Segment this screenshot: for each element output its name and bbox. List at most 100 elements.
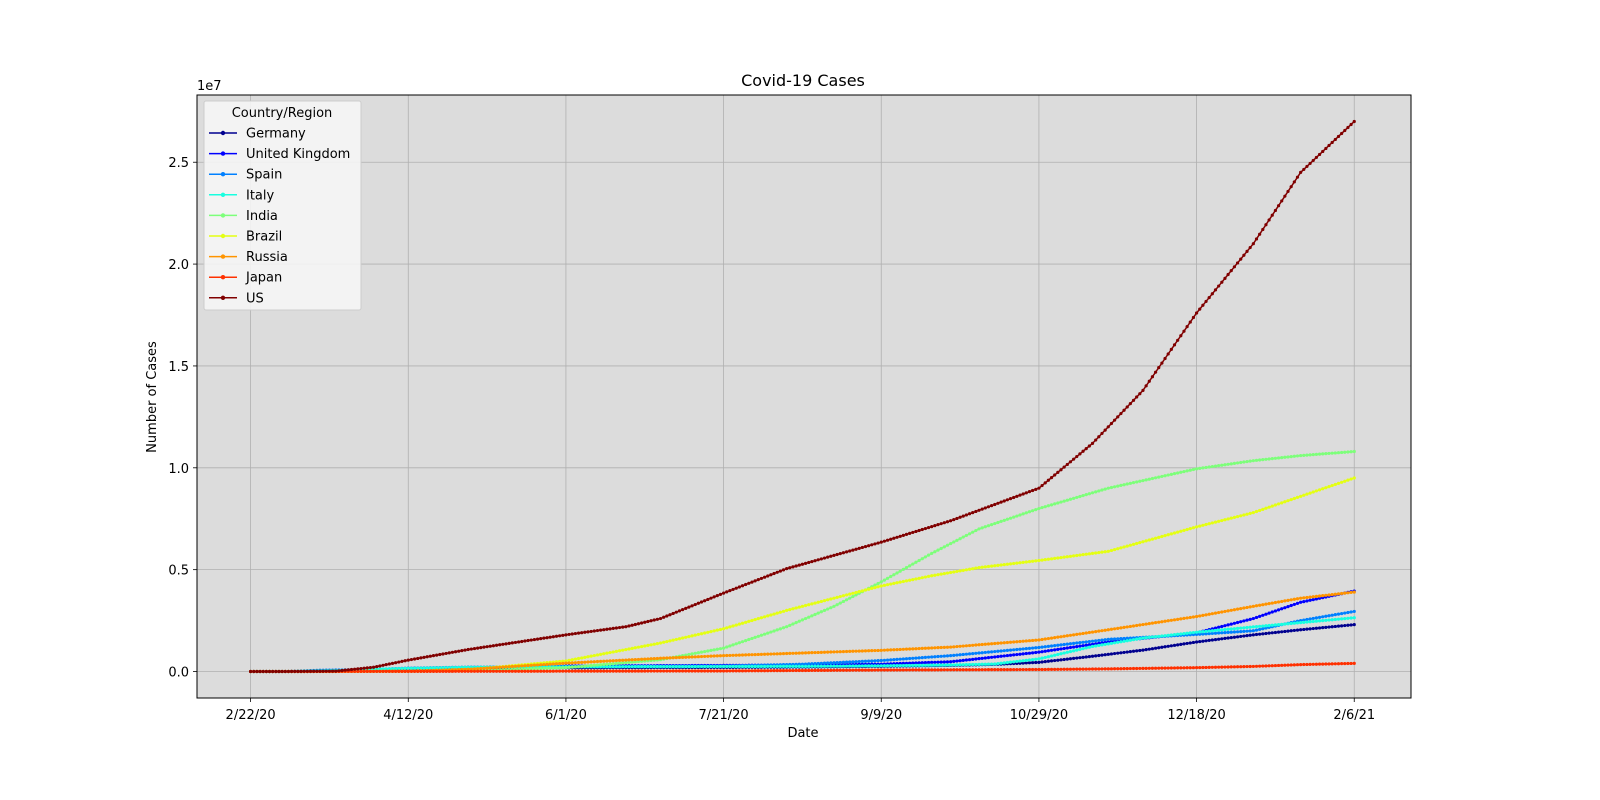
data-point-italy [797,664,801,668]
data-point-germany [1131,649,1136,653]
data-point-japan [939,668,943,672]
data-point-india [838,601,842,605]
data-point-united-kingdom [1015,652,1019,657]
data-point-japan [532,669,537,673]
data-point-italy [630,665,634,669]
data-point-us [592,629,596,633]
data-point-spain [1027,646,1032,650]
data-point-italy [633,665,637,669]
data-point-us [725,590,729,594]
data-point-japan [1248,664,1252,669]
data-point-russia [794,651,798,655]
data-point-us [658,616,663,621]
data-point-us [1242,253,1246,257]
data-point-germany [1031,661,1035,665]
data-point-spain [1008,648,1013,652]
data-point-japan [1336,662,1341,666]
data-point-italy [671,665,675,669]
data-point-japan [422,669,426,673]
data-point-india [901,567,905,572]
data-point-brazil [693,633,697,637]
data-point-italy [608,665,612,669]
data-point-us [624,625,628,629]
plot-frame [196,94,1412,699]
data-point-italy [747,664,751,669]
data-point-italy [649,665,653,669]
data-point-us [504,642,508,646]
data-point-us [1349,122,1353,127]
data-point-us [1068,460,1073,464]
data-point-russia [1185,616,1189,620]
data-point-russia [870,649,874,653]
data-point-us [435,653,439,657]
data-point-japan [885,668,890,672]
data-point-brazil [1005,562,1009,566]
data-point-india [1157,475,1161,479]
data-point-us [1097,435,1101,439]
data-point-italy [1135,637,1139,641]
data-point-japan [674,669,678,673]
data-point-russia [630,658,634,662]
legend-label: Germany [246,127,306,142]
y-tick-label: 0.5 [168,564,189,579]
data-point-us [1018,493,1022,497]
data-point-us [933,524,937,528]
data-point-us [889,537,893,541]
data-point-italy [1261,624,1265,628]
data-point-japan [371,669,376,674]
series-us [249,119,1356,674]
data-point-brazil [586,655,590,659]
data-point-us [945,520,950,524]
data-point-brazil [753,617,757,622]
data-point-us [1314,155,1318,160]
data-point-japan [627,669,631,673]
data-point-brazil [1065,555,1069,559]
data-point-us [627,624,631,628]
data-point-germany [1330,625,1334,629]
data-point-germany [1324,625,1328,629]
data-point-brazil [681,636,685,640]
data-point-russia [1283,599,1287,603]
data-point-us [1324,146,1328,151]
data-point-united-kingdom [1314,597,1318,601]
data-point-japan [1094,667,1098,671]
data-point-brazil [990,564,994,568]
data-point-russia [1305,595,1309,600]
data-point-italy [1292,621,1296,625]
legend-entry-brazil: Brazil [209,230,282,245]
data-point-us [1302,167,1306,172]
data-point-japan [526,669,530,673]
data-point-italy [435,666,439,670]
y-axis-label: Number of Cases [145,341,160,453]
data-point-us [290,669,294,673]
data-point-india [810,614,814,618]
data-point-india [1264,457,1268,461]
data-point-italy [1087,645,1091,649]
data-point-russia [775,652,779,656]
data-point-japan [1314,662,1318,666]
data-point-us [394,661,398,665]
data-point-india [1049,503,1054,507]
data-point-india [1037,506,1041,511]
data-point-japan [841,668,846,672]
data-point-us [1273,208,1278,213]
data-point-brazil [583,655,587,659]
data-point-india [785,625,789,629]
data-point-italy [441,666,445,670]
data-point-india [1273,456,1278,460]
data-point-india [1201,466,1205,470]
data-point-japan [794,668,798,673]
data-point-india [930,551,934,555]
data-point-us [479,646,483,650]
data-point-japan [1169,666,1173,670]
data-point-russia [476,667,480,671]
data-point-germany [1258,632,1262,636]
data-point-us [580,631,584,635]
data-point-india [1150,476,1155,481]
data-point-italy [605,665,609,669]
data-point-us [703,599,707,603]
data-point-italy [785,664,789,669]
data-point-italy [1027,658,1032,662]
data-point-us [983,506,987,510]
data-point-us [1283,194,1287,198]
